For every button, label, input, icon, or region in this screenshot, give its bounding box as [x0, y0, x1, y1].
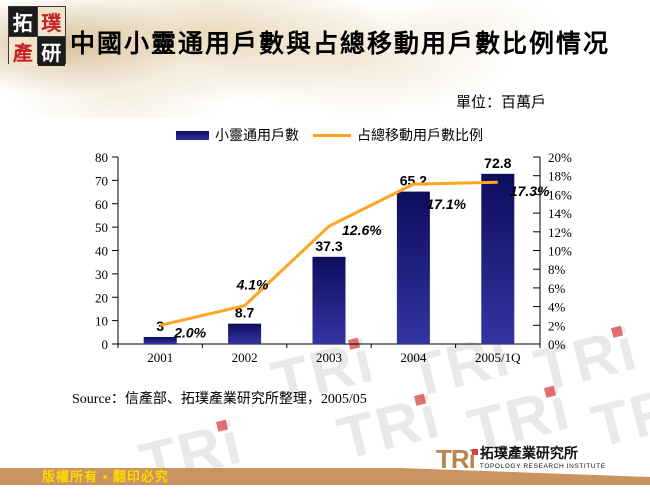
bar-value-label: 65.2: [400, 173, 427, 189]
left-axis-tick-label: 30: [95, 267, 108, 282]
tri-logo: TRi 拓璞產業研究所 TOPOLOGY RESEARCH INSTITUTE: [436, 446, 606, 472]
watermark-red-dot-icon: [216, 419, 229, 432]
tri-wordmark: TRi: [436, 446, 478, 472]
tri-wordmark-dot-icon: [472, 449, 478, 455]
ratio-line: [159, 180, 498, 327]
legend-line-label: 占總移動用戶數比例: [357, 129, 483, 144]
x-axis-category-label: 2004: [400, 350, 427, 365]
right-axis-tick-label: 18%: [548, 169, 572, 184]
chart-legend: 小靈通用戶數 占總移動用戶數比例: [176, 127, 483, 144]
line-percent-label: 17.3%: [510, 183, 550, 199]
seal-char-1: 拓: [9, 7, 37, 36]
right-axis-tick-label: 4%: [548, 300, 566, 315]
line-percent-label: 12.6%: [342, 222, 382, 238]
right-axis-tick-label: 0%: [548, 337, 566, 352]
line-percent-label: 2.0%: [173, 324, 206, 340]
right-axis-tick-label: 8%: [548, 262, 566, 277]
bar-2004: [396, 191, 430, 344]
watermark-red-dot-icon: [414, 393, 427, 406]
tri-watermark-text: TRi: [585, 370, 650, 461]
right-axis-tick-label: 20%: [548, 150, 572, 165]
x-axis-category-label: 2002: [232, 350, 258, 365]
x-axis-category-label: 2003: [316, 350, 342, 365]
bar-2005/1Q: [481, 173, 515, 344]
line-percent-label: 4.1%: [236, 277, 269, 293]
legend-bar-label: 小靈通用戶數: [215, 129, 299, 144]
bar-value-label: 37.3: [315, 238, 342, 254]
right-axis-tick-label: 16%: [548, 187, 572, 202]
bar-2001: [143, 336, 177, 344]
left-axis-tick-label: 70: [95, 173, 108, 188]
tri-seal-logo: 拓 璞 產 研: [8, 6, 66, 66]
bar-value-label: 8.7: [235, 305, 255, 321]
x-axis-category-label: 2005/1Q: [475, 350, 521, 365]
chart-canvas: 010203040506070800%2%4%6%8%10%12%14%16%1…: [95, 150, 572, 365]
left-axis-tick-label: 50: [95, 220, 108, 235]
institute-name-cn: 拓璞產業研究所: [479, 447, 578, 462]
institute-name-en: TOPOLOGY RESEARCH INSTITUTE: [479, 463, 606, 470]
seal-char-4: 研: [37, 37, 65, 66]
left-axis-tick-label: 10: [95, 314, 108, 329]
right-axis-tick-label: 2%: [548, 318, 566, 333]
header-map-texture: [0, 0, 650, 118]
left-axis-tick-label: 60: [95, 197, 108, 212]
right-axis-tick-label: 12%: [548, 225, 572, 240]
bar-value-label: 3: [156, 318, 164, 334]
page-title: 中國小靈通用戶數與占總移動用戶數比例情况: [70, 31, 611, 58]
right-axis-tick-label: 14%: [548, 206, 572, 221]
bar-2002: [228, 323, 262, 344]
footer-bar: 版權所有 ▪ 翻印必究: [0, 468, 650, 485]
x-axis-category-label: 2001: [147, 350, 173, 365]
left-axis-tick-label: 40: [95, 244, 108, 259]
institute-names: 拓璞產業研究所 TOPOLOGY RESEARCH INSTITUTE: [479, 447, 606, 471]
seal-char-2: 璞: [37, 7, 65, 36]
left-axis-tick-label: 20: [95, 290, 108, 305]
watermark-red-dot-icon: [544, 385, 557, 398]
line-percent-label: 17.1%: [426, 196, 466, 212]
unit-label: 單位：百萬戶: [456, 95, 547, 111]
source-note: Source：信產部、拓璞產業研究所整理，2005/05: [72, 392, 367, 407]
bar-2003: [312, 256, 346, 344]
right-axis-tick-label: 10%: [548, 244, 572, 259]
bar-value-label: 72.8: [484, 155, 511, 171]
legend-line-swatch: [313, 133, 351, 137]
right-axis-tick-label: 6%: [548, 281, 566, 296]
seal-char-3: 產: [9, 37, 37, 66]
legend-bar-swatch: [176, 130, 209, 140]
copyright-text: 版權所有 ▪ 翻印必究: [42, 469, 169, 484]
left-axis-tick-label: 80: [95, 150, 108, 165]
tri-wordmark-text: TRi: [436, 444, 476, 474]
left-axis-tick-label: 0: [102, 337, 109, 352]
